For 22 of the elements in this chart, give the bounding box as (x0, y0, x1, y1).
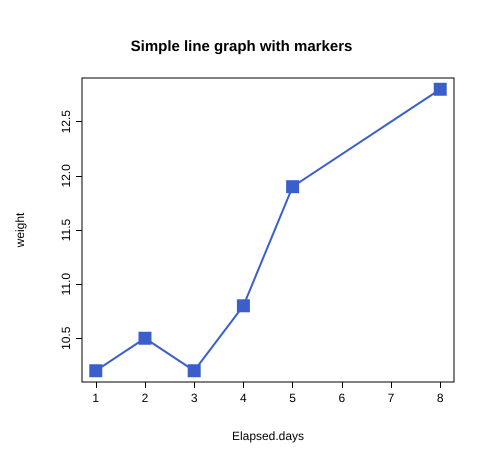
y-tick-label: 11.0 (59, 272, 73, 296)
y-tick-label: 12.0 (59, 164, 73, 188)
y-tick-label: 12.5 (59, 110, 73, 134)
x-tick-label: 1 (92, 391, 100, 405)
y-axis-title: weight (13, 212, 27, 248)
point (434, 82, 447, 96)
point (188, 364, 201, 378)
x-tick-label: 3 (190, 391, 198, 405)
x-tick-label: 4 (240, 391, 248, 405)
y-tick-label: 11.5 (59, 218, 73, 242)
x-tick-label: 2 (142, 391, 149, 405)
x-tick-label: 8 (436, 391, 444, 405)
point (236, 299, 250, 312)
point (138, 332, 152, 345)
x-tick-label: 7 (388, 391, 395, 405)
chart-title: Simple line graph with markers (130, 38, 352, 55)
y-tick-label: 10.5 (59, 326, 73, 350)
x-tick-label: 6 (338, 391, 346, 405)
point (89, 364, 102, 378)
x-tick-label: 5 (289, 391, 296, 405)
point (286, 180, 300, 194)
x-axis-title: Elapsed.days (232, 429, 304, 443)
